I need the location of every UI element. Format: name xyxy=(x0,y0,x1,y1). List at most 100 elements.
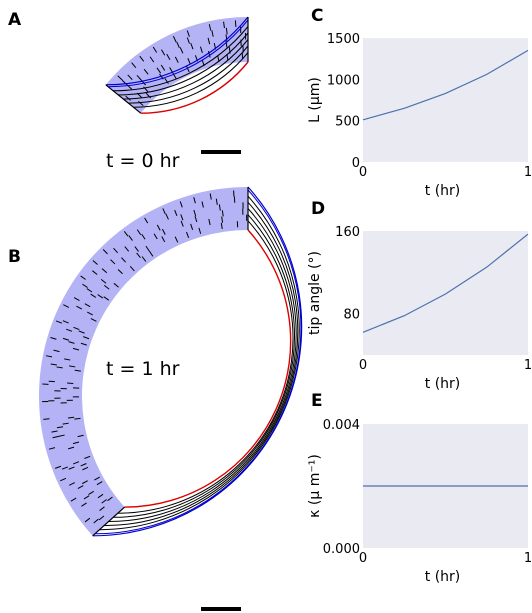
cell-wall xyxy=(136,229,142,236)
cell-wall xyxy=(193,197,196,204)
y-axis-label: κ (μ m⁻¹) xyxy=(307,454,323,518)
x-tick-label: 1 xyxy=(524,165,532,180)
x-axis-label: t (hr) xyxy=(425,569,461,585)
cell-layer-wall xyxy=(133,52,249,108)
cell-wall xyxy=(223,21,225,29)
cell-wall xyxy=(100,279,107,284)
cell-wall xyxy=(131,62,137,68)
cell-wall xyxy=(123,230,129,237)
cell-wall xyxy=(58,434,65,437)
cell-wall xyxy=(156,67,162,74)
cell-wall xyxy=(217,55,220,63)
cell-wall xyxy=(186,30,190,37)
cell-wall xyxy=(121,257,127,263)
cell-wall xyxy=(80,275,86,280)
cell-layer-wall xyxy=(113,214,296,518)
outer-layer xyxy=(94,189,302,535)
cell-wall xyxy=(136,252,141,259)
cell-wall xyxy=(190,42,194,50)
cell-wall xyxy=(50,363,57,366)
cell-layer-wall xyxy=(104,201,299,527)
cell-wall xyxy=(161,228,166,235)
cell-wall xyxy=(107,496,113,502)
cell-wall xyxy=(68,466,75,470)
outer-edge xyxy=(92,186,303,537)
cell-wall xyxy=(199,46,203,54)
cell-wall xyxy=(102,249,108,255)
cell-wall xyxy=(96,481,103,486)
cell-wall xyxy=(143,86,149,92)
y-tick-label: 160 xyxy=(335,225,360,240)
y-tick-label: 80 xyxy=(343,308,360,323)
cell-wall xyxy=(161,49,166,56)
cell-wall xyxy=(87,311,93,316)
cell-layer-wall xyxy=(123,39,249,100)
cell-wall xyxy=(113,247,119,254)
end-cap xyxy=(105,84,142,114)
cell-wall xyxy=(103,296,110,301)
cell-wall xyxy=(101,499,107,504)
cell-wall xyxy=(56,426,64,429)
cell-wall xyxy=(50,337,57,340)
cell-layer-wall xyxy=(113,26,249,92)
cell-wall xyxy=(73,297,80,302)
time-label-b: t = 1 hr xyxy=(106,358,180,380)
cell-wall xyxy=(211,30,214,37)
cell-wall xyxy=(62,422,69,425)
cell-wall xyxy=(174,56,179,63)
cell-wall xyxy=(161,236,166,243)
cell-wall xyxy=(93,518,99,524)
cell-wall xyxy=(86,288,93,293)
cell-wall xyxy=(43,418,50,420)
cell-wall xyxy=(162,208,166,215)
x-axis-label: t (hr) xyxy=(425,183,461,199)
cell-wall xyxy=(201,59,205,67)
cell-wall xyxy=(64,358,71,361)
cell-wall xyxy=(53,349,60,353)
cell-wall xyxy=(62,320,69,324)
cell-wall xyxy=(172,35,177,43)
cell-wall xyxy=(77,485,84,489)
cell-wall xyxy=(72,347,80,351)
cell-wall xyxy=(218,204,221,211)
cell-wall xyxy=(98,515,105,521)
x-axis-label: t (hr) xyxy=(425,376,461,392)
cell-wall xyxy=(226,53,229,61)
panel-label-d: D xyxy=(311,199,325,219)
cell-wall xyxy=(127,74,133,80)
cell-wall xyxy=(69,482,75,486)
cell-wall xyxy=(138,100,144,107)
cell-wall xyxy=(179,47,184,54)
cell-wall xyxy=(209,193,212,200)
cell-wall xyxy=(101,268,108,274)
cell-wall xyxy=(221,216,224,223)
cell-wall xyxy=(220,222,223,230)
plot-area xyxy=(363,38,528,162)
cell-wall xyxy=(67,416,75,419)
cell-wall xyxy=(166,53,171,61)
cell-wall xyxy=(186,231,190,238)
x-tick-label: 0 xyxy=(359,551,367,566)
cell-wall xyxy=(48,447,56,450)
cell-wall xyxy=(160,64,166,71)
cell-layer-wall xyxy=(108,208,297,522)
x-tick-label: 1 xyxy=(524,551,532,566)
cell-wall xyxy=(52,435,59,439)
cell-wall xyxy=(80,342,87,346)
cell-wall xyxy=(176,41,180,48)
y-axis-label: L (μm) xyxy=(307,77,323,123)
y-axis-label: tip angle (°) xyxy=(307,251,323,335)
cell-wall xyxy=(128,235,133,241)
cell-wall xyxy=(83,336,90,340)
cell-wall xyxy=(194,215,198,223)
cell-wall xyxy=(165,213,169,220)
cell-wall xyxy=(84,517,91,523)
y-tick-label: 0.004 xyxy=(323,418,360,433)
cell-wall xyxy=(164,77,169,84)
cell-wall xyxy=(145,245,150,252)
cell-wall xyxy=(180,214,184,221)
cell-wall xyxy=(186,37,190,44)
scale-bar-a xyxy=(201,150,241,154)
time-label-a: t = 0 hr xyxy=(106,150,180,172)
